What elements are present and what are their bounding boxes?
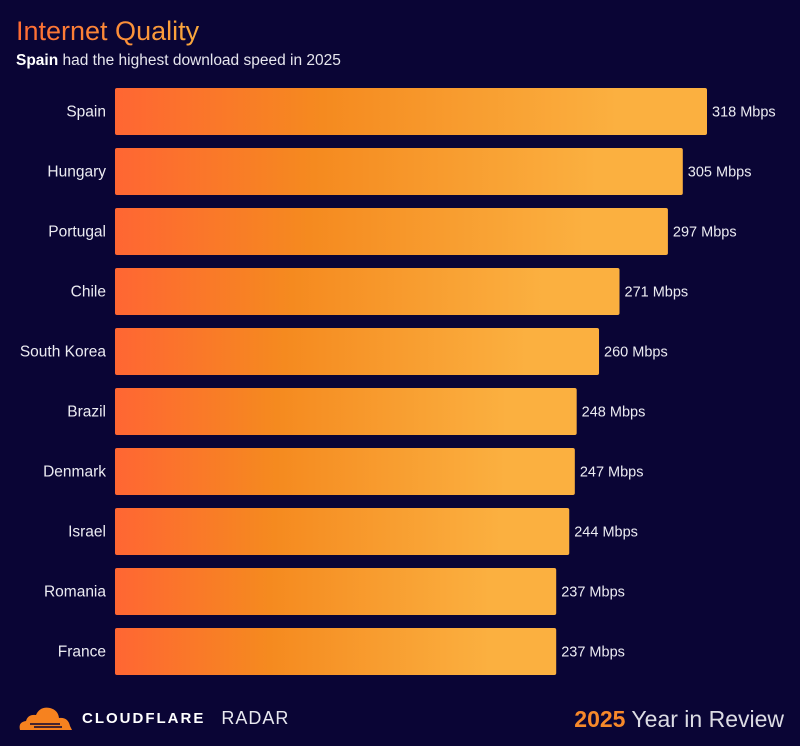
bar-france: [115, 628, 557, 675]
value-label: 237 Mbps: [561, 585, 625, 601]
bar-hungary: [115, 148, 683, 195]
bar-chile: [115, 268, 620, 315]
year: 2025: [574, 706, 626, 732]
category-label: Spain: [66, 104, 106, 121]
category-label: South Korea: [20, 344, 107, 361]
year-in-review-label: 2025 Year in Review: [574, 706, 784, 733]
value-label: 271 Mbps: [625, 285, 689, 301]
tagline: Year in Review: [625, 706, 784, 732]
chart-title: Internet Quality: [16, 16, 200, 46]
bar-portugal: [115, 208, 668, 255]
bar-denmark: [115, 448, 575, 495]
value-label: 260 Mbps: [604, 345, 668, 361]
category-label: Hungary: [47, 164, 106, 181]
category-label: Brazil: [67, 404, 106, 421]
subtitle-text: had the highest download speed in 2025: [58, 52, 341, 69]
product-name: RADAR: [221, 707, 290, 728]
bar-spain: [115, 88, 707, 135]
bar-romania: [115, 568, 557, 615]
value-label: 248 Mbps: [582, 405, 646, 421]
category-label: Portugal: [48, 224, 106, 241]
value-label: 297 Mbps: [673, 225, 737, 241]
category-label: Romania: [44, 584, 106, 601]
category-label: Israel: [68, 524, 106, 541]
subtitle-highlight: Spain: [16, 52, 59, 69]
category-label: Chile: [71, 284, 106, 301]
value-label: 247 Mbps: [580, 465, 644, 481]
cloudflare-cloud-icon: [19, 707, 73, 730]
bar-brazil: [115, 388, 577, 435]
brand-name: CLOUDFLARE: [82, 709, 206, 727]
category-label: France: [58, 644, 106, 661]
bar-israel: [115, 508, 570, 555]
chart-subtitle: Spain had the highest download speed in …: [16, 52, 341, 70]
value-label: 244 Mbps: [574, 525, 638, 541]
value-label: 305 Mbps: [688, 165, 752, 181]
category-label: Denmark: [43, 464, 106, 481]
cloudflare-radar-logo: CLOUDFLARE RADAR: [16, 704, 289, 732]
value-label: 237 Mbps: [561, 645, 625, 661]
value-label: 318 Mbps: [712, 105, 776, 121]
bar-south-korea: [115, 328, 600, 375]
